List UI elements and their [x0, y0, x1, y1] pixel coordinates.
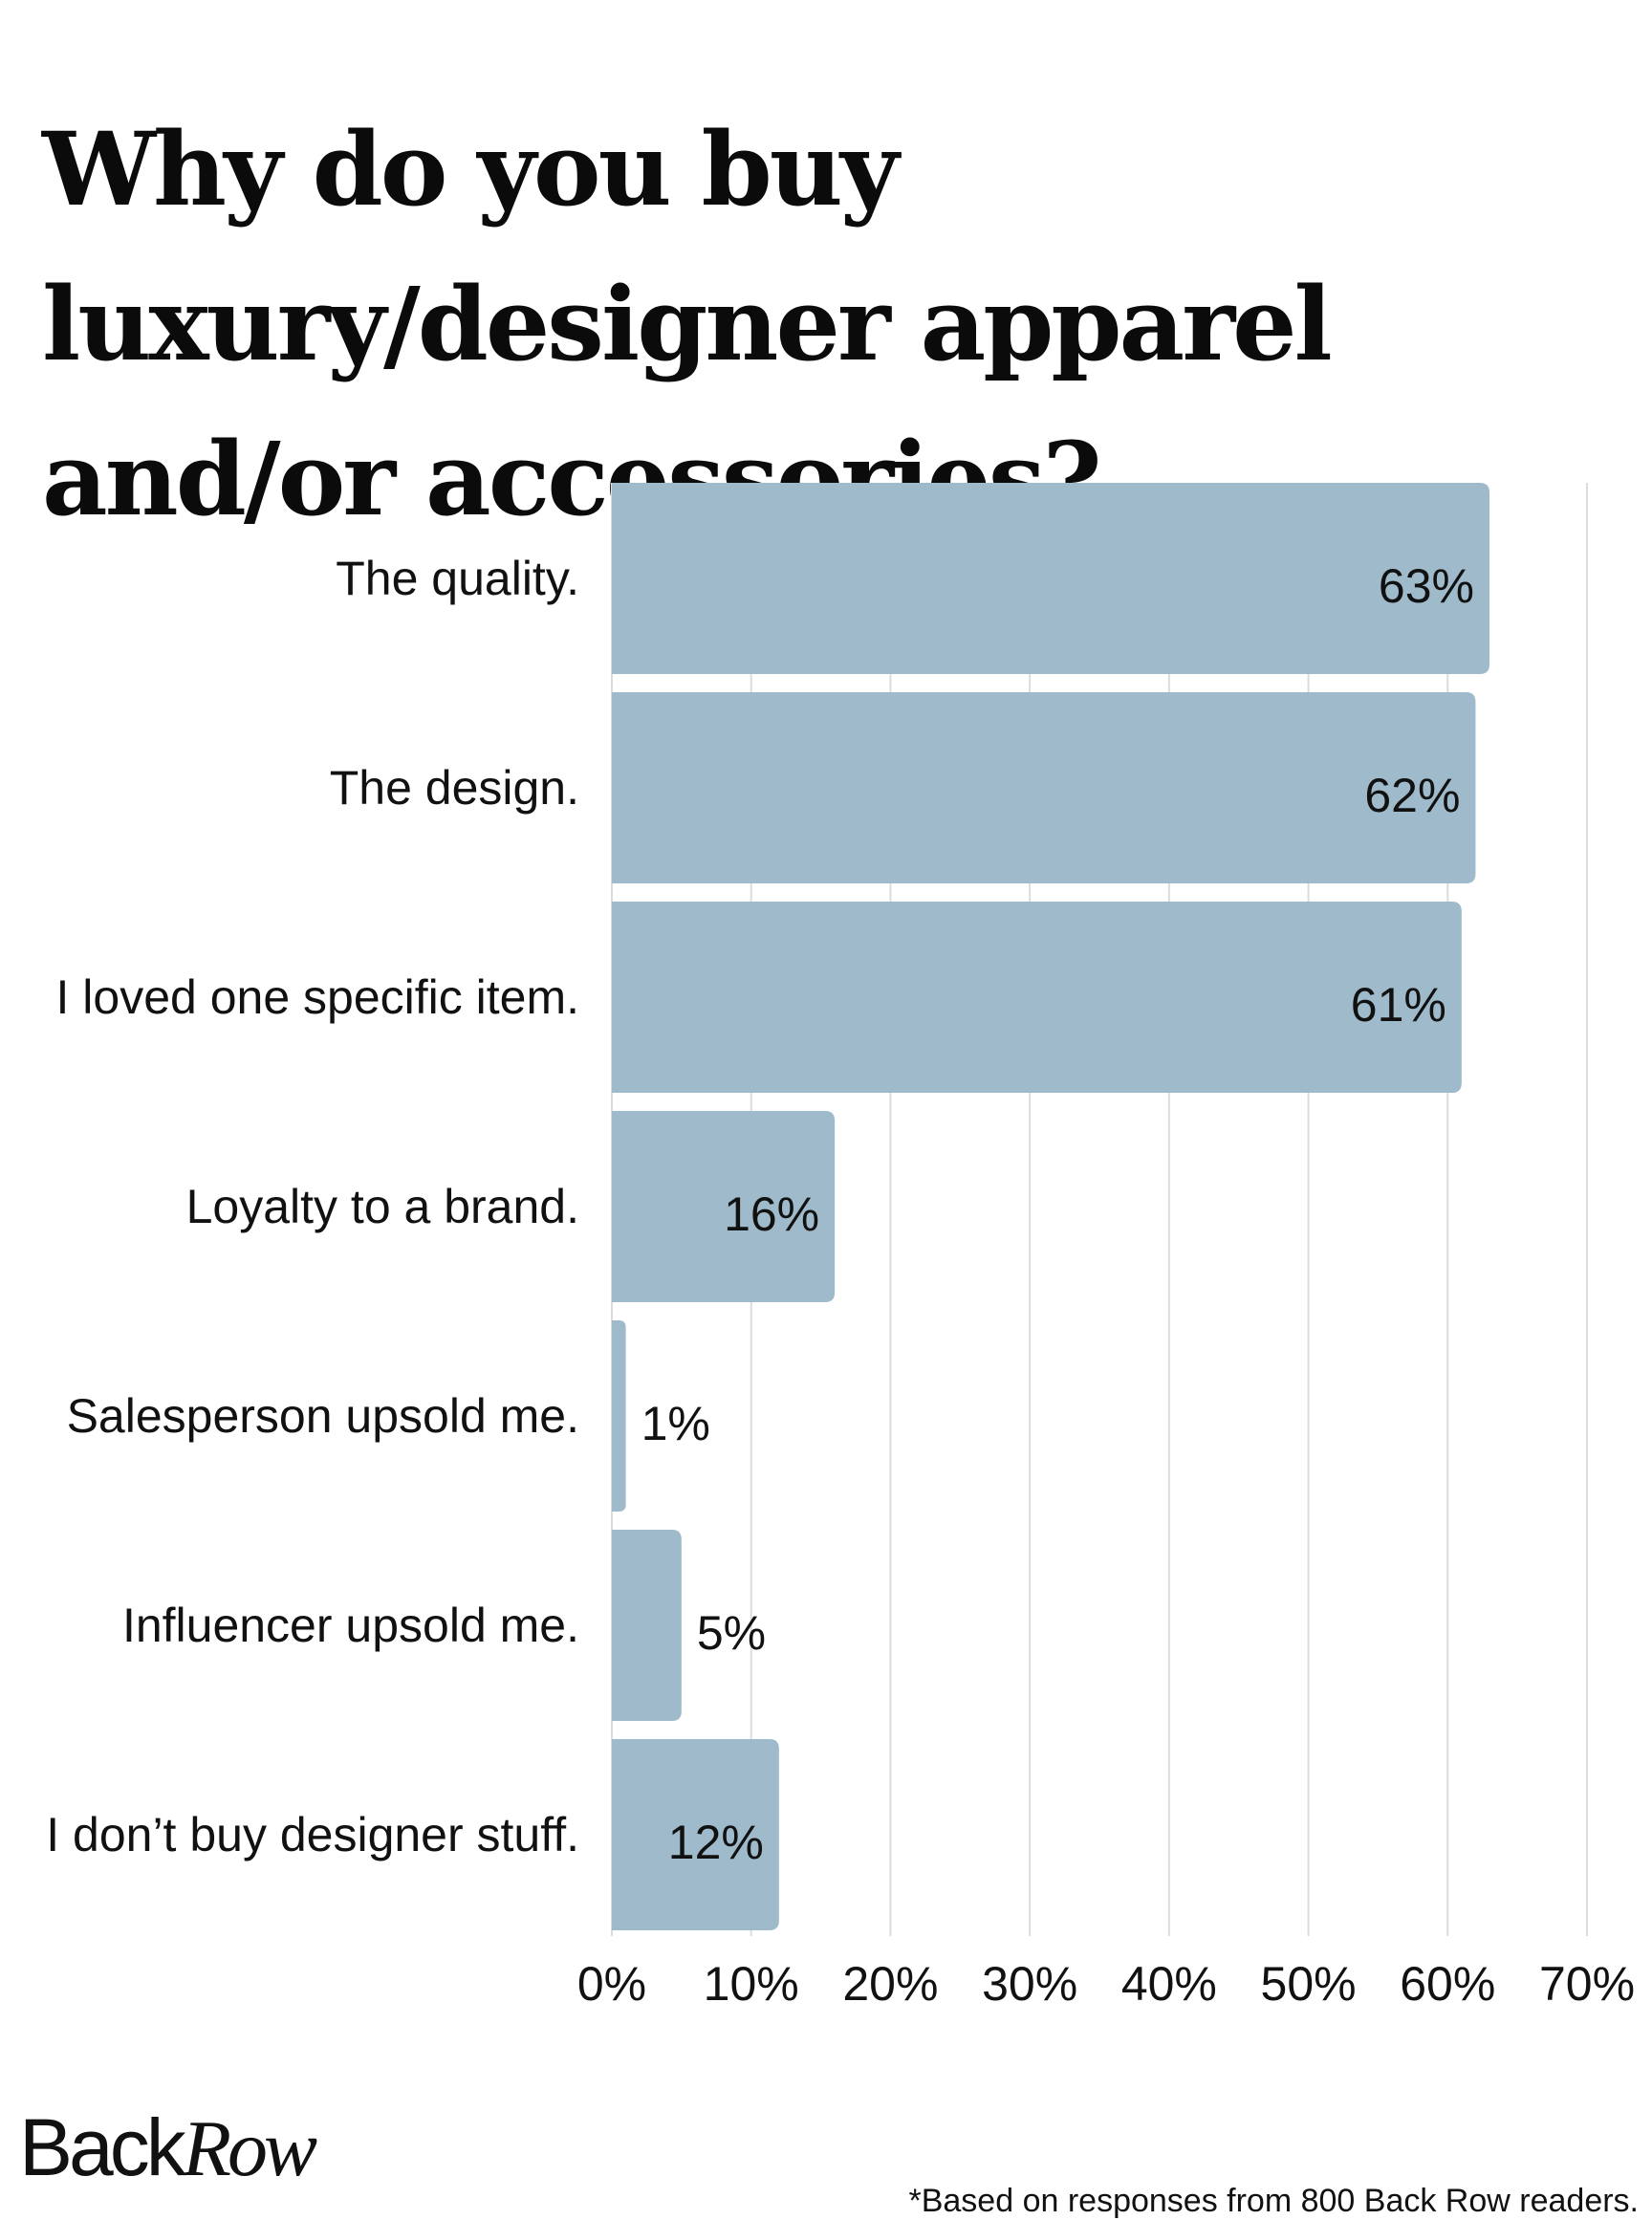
- bar-4: [612, 1320, 626, 1512]
- bar-1: [612, 692, 1476, 883]
- logo-back-text: Back: [19, 2102, 186, 2192]
- bar-6: [612, 1739, 779, 1930]
- value-label-4: 1%: [641, 1397, 710, 1450]
- x-tick-label-5: 50%: [1261, 1957, 1357, 2011]
- value-label-2: 61%: [1351, 978, 1446, 1032]
- footnote: *Based on responses from 800 Back Row re…: [908, 2183, 1639, 2219]
- category-label-4: Salesperson upsold me.: [67, 1389, 579, 1443]
- category-label-1: The design.: [330, 761, 579, 815]
- bar-3: [612, 1111, 836, 1302]
- value-labels: 63% 62% 61% 16% 1% 5% 12%: [641, 559, 1474, 1869]
- x-tick-label-7: 70%: [1539, 1957, 1635, 2011]
- backrow-logo: BackRow: [19, 2100, 317, 2197]
- bar-0: [612, 483, 1489, 674]
- category-label-3: Loyalty to a brand.: [186, 1180, 579, 1233]
- value-label-3: 16%: [724, 1187, 819, 1241]
- category-label-0: The quality.: [336, 552, 579, 605]
- x-tick-label-3: 30%: [982, 1957, 1077, 2011]
- page-title: Why do you buy luxury/designer apparel a…: [42, 109, 1333, 538]
- value-label-0: 63%: [1379, 559, 1474, 613]
- value-label-1: 62%: [1364, 769, 1460, 822]
- bar-2: [612, 902, 1462, 1093]
- value-label-5: 5%: [697, 1606, 766, 1660]
- x-tick-label-4: 40%: [1121, 1957, 1217, 2011]
- x-tick-label-1: 10%: [704, 1957, 799, 2011]
- x-axis-tick-labels: 0% 10% 20% 30% 40% 50% 60% 70%: [577, 1957, 1635, 2011]
- category-label-5: Influencer upsold me.: [122, 1599, 579, 1652]
- x-tick-label-2: 20%: [842, 1957, 938, 2011]
- category-labels: The quality. The design. I loved one speci…: [46, 552, 579, 1861]
- bars: [612, 483, 1489, 1930]
- category-label-2: I loved one specific item.: [56, 970, 580, 1024]
- bar-5: [612, 1530, 682, 1721]
- x-tick-label-0: 0%: [577, 1957, 646, 2011]
- logo-row-text: Row: [182, 2104, 317, 2193]
- x-tick-label-6: 60%: [1400, 1957, 1495, 2011]
- value-label-6: 12%: [668, 1816, 764, 1869]
- category-label-6: I don’t buy designer stuff.: [46, 1808, 579, 1861]
